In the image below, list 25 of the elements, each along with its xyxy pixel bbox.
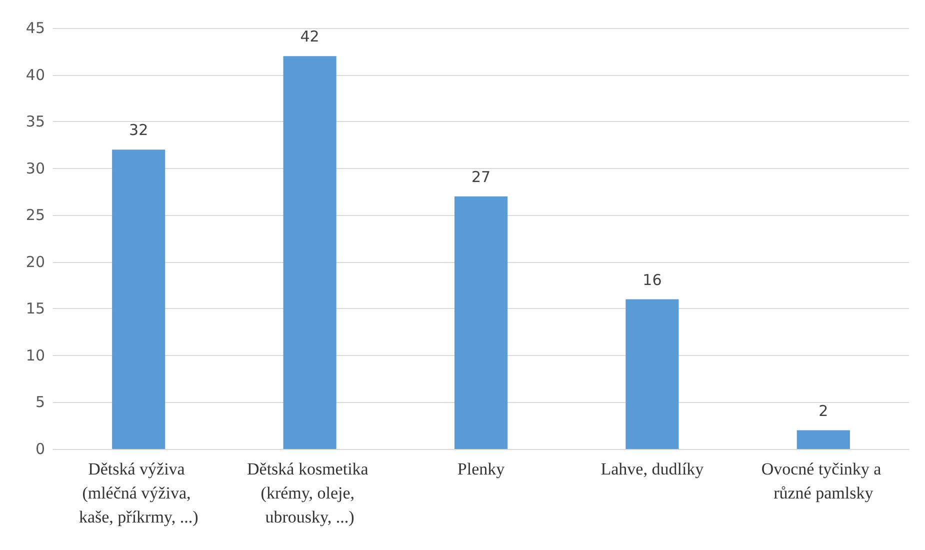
y-tick-label: 40 <box>26 66 45 84</box>
data-label: 16 <box>642 270 662 289</box>
data-label: 2 <box>818 402 828 420</box>
bar <box>112 150 166 449</box>
y-tick-label: 45 <box>26 19 45 37</box>
bar <box>626 299 679 449</box>
x-tick-label: Plenky <box>457 460 506 478</box>
y-tick-label: 25 <box>26 206 45 224</box>
y-tick-label: 30 <box>26 159 45 178</box>
y-tick-label: 15 <box>26 300 45 318</box>
x-tick-label: Ovocné tyčinky a různé pamlsky <box>761 460 886 502</box>
x-tick-label: Lahve, dudlíky <box>600 460 704 478</box>
bar <box>454 196 508 449</box>
x-tick-label: Dětská výživa (mléčná výživa, kaše, příkrmy, ...) <box>78 460 198 526</box>
y-tick-label: 20 <box>26 252 45 271</box>
y-tick-label: 5 <box>35 393 45 412</box>
data-label: 27 <box>471 168 491 186</box>
data-label: 32 <box>129 121 148 140</box>
y-tick-label: 0 <box>35 440 45 458</box>
y-tick-label: 10 <box>26 346 45 364</box>
data-label: 42 <box>300 28 320 46</box>
y-tick-label: 35 <box>26 112 45 131</box>
x-tick-label: Dětská kosmetika (krémy, oleje, ubrousky, ...) <box>247 460 373 526</box>
bar <box>796 430 850 449</box>
bar <box>283 56 336 449</box>
